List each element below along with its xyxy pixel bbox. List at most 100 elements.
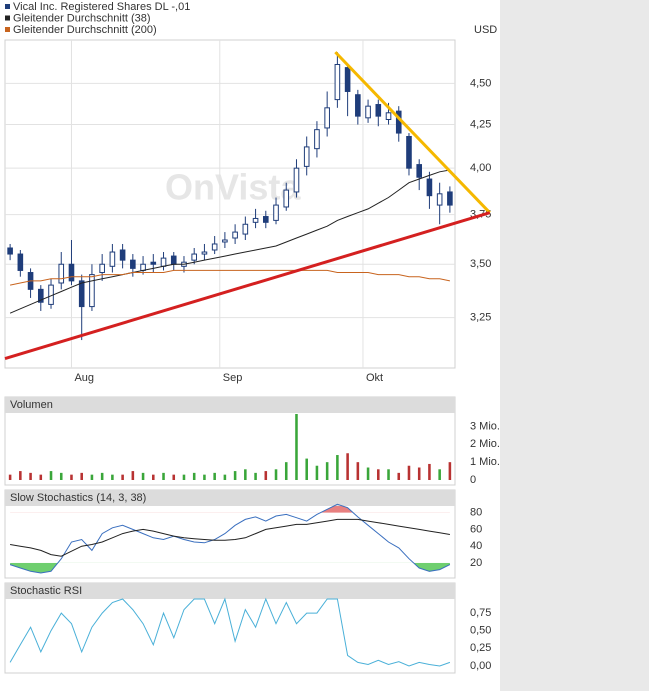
volume-bar	[233, 471, 237, 480]
candle-body	[191, 253, 198, 261]
volume-bar	[274, 469, 278, 480]
stoch-zone	[320, 506, 354, 513]
y-tick-label: 3,50	[470, 258, 491, 270]
candle-body	[365, 105, 371, 119]
panel-title: Slow Stochastics (14, 3, 38)	[10, 492, 146, 504]
y-tick-label: 0,00	[470, 660, 491, 672]
volume-bar	[417, 467, 421, 480]
volume-bar	[192, 472, 196, 480]
y-tick-label: 4,00	[470, 162, 491, 174]
x-tick-label: Okt	[366, 372, 383, 384]
volume-bar	[448, 462, 452, 480]
volume-bar	[387, 469, 390, 480]
legend-label: Gleitender Durchschnitt (38)	[13, 12, 151, 24]
x-tick-label: Sep	[223, 372, 243, 384]
candle-body	[416, 164, 423, 178]
candle-body	[242, 223, 249, 235]
volume-bar	[49, 471, 53, 480]
y-tick-label: 3 Mio.	[470, 420, 500, 432]
candle-body	[314, 129, 320, 150]
indicator-line	[9, 597, 451, 667]
candle-body	[170, 255, 177, 265]
volume-bar	[244, 469, 247, 480]
candle-body	[201, 251, 208, 255]
candle-body	[222, 239, 228, 243]
candle-body	[37, 288, 44, 303]
volume-bar	[131, 471, 135, 480]
volume-header	[5, 397, 455, 413]
volume-bar	[346, 453, 349, 480]
candle-body	[303, 146, 310, 167]
volume-bar	[80, 472, 83, 480]
y-tick-label: 3,25	[470, 311, 491, 323]
volume-bar	[203, 474, 206, 480]
volume-bar	[141, 472, 145, 480]
volume-bar	[428, 463, 431, 480]
candle-body	[211, 243, 218, 251]
candle-body	[334, 63, 341, 101]
candle-body	[375, 104, 382, 117]
candle-body	[436, 193, 443, 206]
candle-body	[160, 257, 167, 267]
volume-bar	[284, 462, 288, 480]
volume-bar	[213, 472, 216, 480]
volume-bar	[100, 472, 104, 480]
y-tick-label: 0,75	[470, 607, 491, 619]
candle-body	[150, 261, 157, 265]
volume-bar	[438, 469, 441, 480]
moving-average	[9, 169, 450, 314]
indicator-line	[9, 503, 451, 574]
stoch-header	[5, 490, 455, 506]
y-tick-label: 40	[470, 540, 482, 552]
y-tick-label: 1 Mio.	[470, 456, 500, 468]
y-tick-label: 20	[470, 557, 482, 569]
legend-label: Gleitender Durchschnitt (200)	[13, 24, 157, 36]
legend-swatch	[5, 15, 10, 21]
volume-bar	[356, 462, 360, 480]
candle-body	[324, 107, 330, 129]
candle-body	[426, 178, 433, 197]
volume-bar	[254, 472, 257, 480]
legend-swatch	[5, 4, 10, 9]
candle-body	[406, 136, 412, 169]
volume-bar	[39, 474, 43, 480]
y-tick-label: 80	[470, 507, 482, 519]
volume-bar	[19, 471, 22, 480]
x-tick-label: Aug	[74, 372, 94, 384]
panel-title: Stochastic RSI	[10, 585, 82, 597]
candle-body	[78, 280, 85, 308]
y-tick-label: 60	[470, 523, 482, 535]
volume-bar	[336, 455, 339, 480]
candle-body	[344, 67, 351, 92]
volume-bar	[377, 469, 380, 480]
volume-bar	[264, 471, 268, 480]
candle-body	[89, 274, 95, 308]
volume-bar	[70, 474, 73, 480]
candle-body	[232, 231, 238, 239]
candle-body	[447, 191, 453, 206]
price-frame	[4, 39, 456, 369]
candle-body	[17, 253, 24, 271]
candle-body	[140, 263, 146, 271]
volume-bar	[29, 472, 32, 480]
y-tick-label: 0,50	[470, 625, 491, 637]
volume-bar	[305, 458, 308, 480]
trend-line	[334, 51, 491, 214]
candle-body	[7, 247, 13, 255]
volume-bar	[172, 474, 176, 480]
volume-bar	[111, 474, 114, 480]
candle-body	[273, 204, 279, 221]
y-tick-label: 0	[470, 474, 476, 486]
y-tick-label: 4,25	[470, 118, 491, 130]
rsi-header	[5, 583, 455, 599]
candle-body	[119, 249, 126, 261]
volume-bar	[325, 462, 329, 480]
volume-bar	[152, 474, 155, 480]
indicator-line	[10, 518, 450, 557]
volume-bar	[397, 472, 401, 480]
volume-bar	[90, 474, 94, 480]
volume-bar	[59, 472, 63, 480]
candle-body	[99, 263, 105, 274]
volume-bar	[223, 474, 227, 480]
